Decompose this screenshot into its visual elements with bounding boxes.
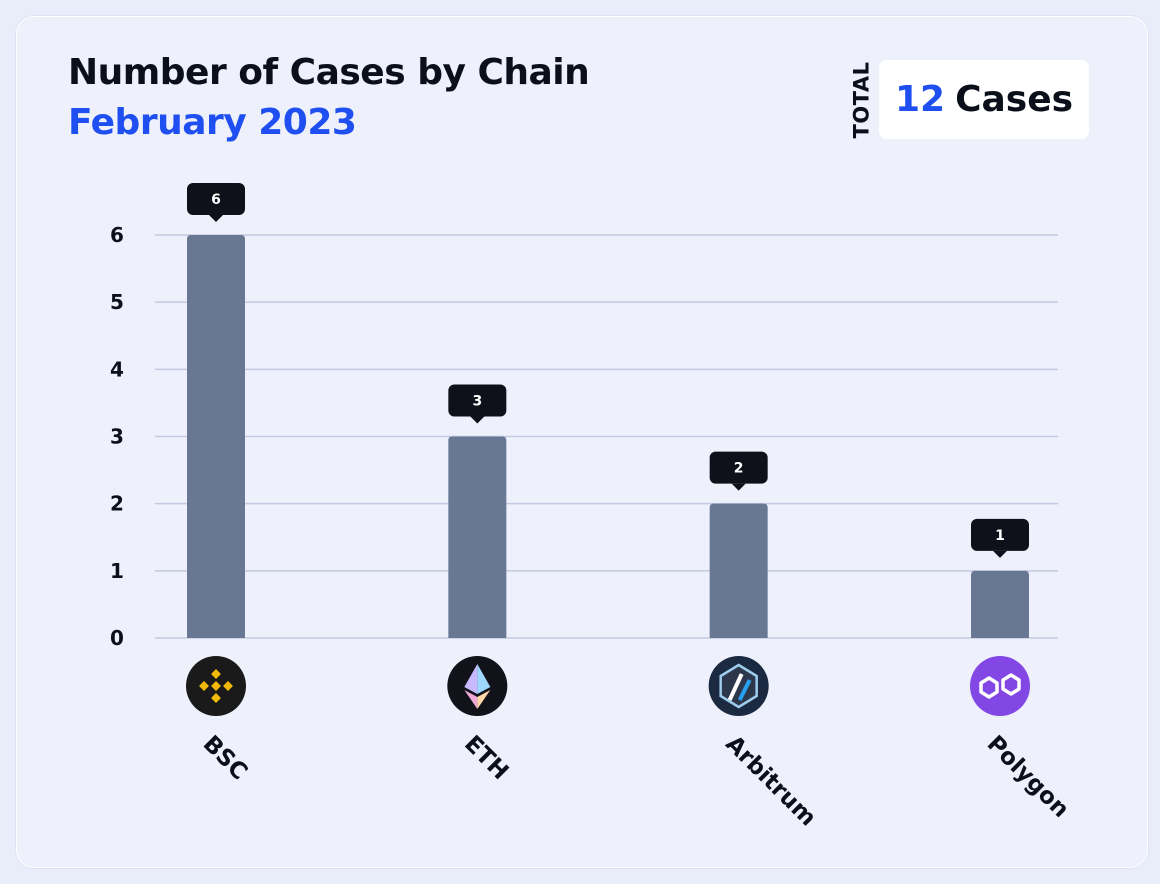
- y-tick-label: 0: [110, 626, 124, 650]
- data-label-bubble: 2: [709, 451, 768, 491]
- total-unit: Cases: [955, 79, 1074, 120]
- x-tick-label: Polygon: [982, 731, 1074, 823]
- x-tick-label: ETH: [459, 731, 513, 785]
- chart-title: Number of Cases by Chain: [68, 52, 590, 93]
- y-tick-label: 4: [110, 357, 124, 381]
- y-tick-label: 3: [110, 425, 124, 449]
- data-label: 6: [211, 192, 221, 208]
- bar-arbitrum: [709, 503, 768, 638]
- data-label: 1: [995, 528, 1005, 544]
- data-label: 3: [472, 394, 482, 410]
- chart-subtitle: February 2023: [68, 102, 357, 143]
- bar-polygon: [971, 570, 1029, 638]
- y-tick-label: 6: [110, 223, 124, 247]
- arbitrum-logo-icon: [708, 656, 769, 716]
- ethereum-logo-icon: [447, 656, 508, 716]
- y-tick-label: 2: [110, 492, 124, 516]
- y-tick-label: 5: [110, 290, 124, 314]
- y-tick-label: 1: [110, 559, 124, 583]
- data-label-bubble: 6: [187, 183, 245, 222]
- bnb-logo-icon: [186, 656, 246, 716]
- bar-eth: [448, 436, 507, 638]
- data-label: 2: [734, 461, 744, 477]
- x-tick-label: Arbitrum: [720, 731, 821, 832]
- polygon-logo-icon: [970, 656, 1030, 716]
- x-tick-label: BSC: [198, 731, 252, 785]
- data-label-bubble: 3: [448, 384, 507, 424]
- total-count: 12: [894, 79, 946, 120]
- bar-bsc: [187, 235, 245, 638]
- total-badge: 12 Cases: [879, 60, 1089, 139]
- data-label-bubble: 1: [971, 518, 1029, 558]
